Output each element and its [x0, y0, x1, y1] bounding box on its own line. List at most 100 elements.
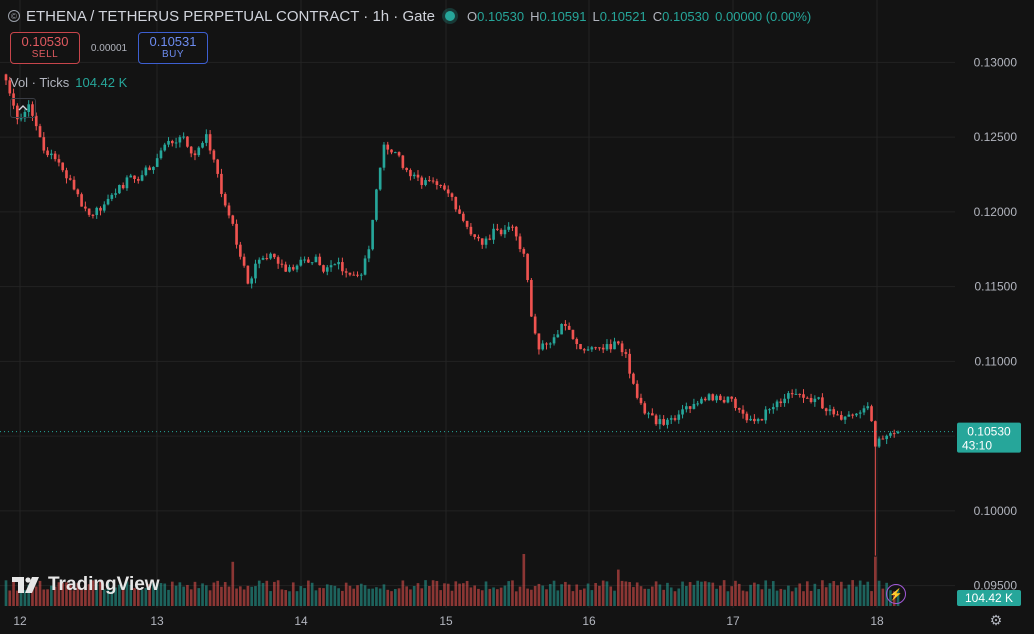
candle-body [110, 194, 114, 199]
volume-bar [590, 590, 594, 606]
candle-body [223, 193, 227, 206]
candle-body [337, 262, 340, 265]
collapse-legend-button[interactable] [10, 98, 36, 118]
volume-bar [530, 589, 533, 606]
volume-bar [696, 580, 700, 606]
candle-body [809, 397, 813, 403]
volume-bar [375, 587, 378, 606]
volume-bar [458, 583, 461, 606]
volume-bar [322, 588, 325, 606]
candle-body [367, 249, 371, 259]
market-status-icon[interactable] [444, 11, 455, 21]
candle-body [261, 258, 265, 260]
volume-bar [212, 582, 216, 606]
candle-body [204, 134, 208, 143]
volume-bar [288, 591, 291, 606]
volume-bar [401, 580, 405, 606]
candle-body [257, 259, 261, 264]
volume-bar [480, 590, 484, 606]
candle-body [870, 406, 873, 422]
volume-bar [571, 591, 575, 606]
volume-bar [601, 580, 605, 606]
candle-body [798, 393, 802, 395]
volume-bar [235, 588, 238, 606]
tradingview-logo[interactable]: TradingView [12, 574, 160, 596]
volume-bar [496, 589, 499, 606]
volume-bar [730, 586, 734, 606]
volume-bar [813, 583, 817, 606]
volume-bar [749, 584, 752, 606]
volume-bar [677, 588, 681, 606]
candle-body [462, 213, 465, 221]
volume-bar [246, 585, 250, 606]
ohlc-key: O [466, 8, 478, 24]
volume-bar [352, 588, 356, 606]
volume-bar [310, 582, 314, 606]
volume-bar [465, 580, 469, 606]
candle-body [273, 253, 276, 258]
ohlc-key: C [652, 8, 663, 24]
volume-bar [866, 581, 870, 606]
y-tick-label: 0.13000 [974, 55, 1018, 69]
candle-body [405, 167, 408, 171]
candle-body [72, 179, 76, 190]
volume-bar [242, 589, 246, 606]
volume-bar [280, 589, 284, 606]
candle-body [821, 397, 824, 409]
candle-body [681, 409, 684, 415]
candle-body [393, 152, 397, 154]
volume-bar [359, 583, 363, 606]
volume-bar [427, 585, 431, 606]
candle-body [836, 414, 839, 416]
volume-bar [579, 589, 582, 606]
volume-bar [851, 580, 854, 606]
volume-bar [711, 582, 715, 606]
candle-body [34, 115, 38, 127]
symbol-title[interactable]: ETHENA / TETHERUS PERPETUAL CONTRACT · 1… [26, 7, 435, 25]
lightning-icon[interactable]: ⚡ [886, 584, 906, 604]
volume-bar [828, 583, 832, 606]
volume-bar [635, 582, 639, 606]
candle-body [650, 413, 654, 416]
y-tick-label: 0.12000 [974, 205, 1018, 219]
volume-bar [276, 580, 280, 606]
candle-body [310, 262, 314, 264]
ohlc-key: L [592, 8, 600, 24]
volume-bar [307, 580, 310, 606]
sell-button[interactable]: 0.10530 SELL [10, 32, 80, 64]
volume-bar [582, 588, 586, 606]
candle-body [363, 258, 367, 275]
volume-bar [745, 591, 749, 606]
candle-body [526, 253, 529, 281]
candle-body [38, 126, 42, 138]
candle-body [95, 207, 99, 216]
volume-bar [643, 588, 647, 606]
volume-bar [397, 588, 401, 606]
volume-bar [473, 585, 477, 606]
candle-body [817, 397, 820, 399]
volume-bar [798, 583, 802, 606]
volume-legend[interactable]: Vol · Ticks 104.42 K [10, 75, 127, 90]
volume-bar [144, 588, 148, 606]
x-tick-label: 13 [150, 614, 164, 628]
volume-bar [291, 582, 295, 606]
volume-bar [552, 580, 556, 606]
volume-bar [873, 556, 877, 606]
candle-body [174, 142, 178, 144]
candle-body [499, 229, 503, 235]
gear-icon[interactable]: ⚙ [989, 611, 1003, 628]
ohlc-value: 0.10521 [599, 8, 647, 24]
candle-body [378, 167, 382, 190]
volume-bar [431, 580, 435, 606]
volume-bar [836, 585, 839, 606]
candle-body [16, 105, 19, 120]
volume-bar [148, 584, 151, 606]
buy-button[interactable]: 0.10531 BUY [138, 32, 208, 64]
candle-body [877, 438, 881, 447]
volume-bar [454, 581, 458, 606]
candle-body [662, 419, 665, 425]
candle-body [779, 401, 783, 404]
volume-bar [870, 591, 873, 606]
volume-bar [420, 588, 424, 606]
